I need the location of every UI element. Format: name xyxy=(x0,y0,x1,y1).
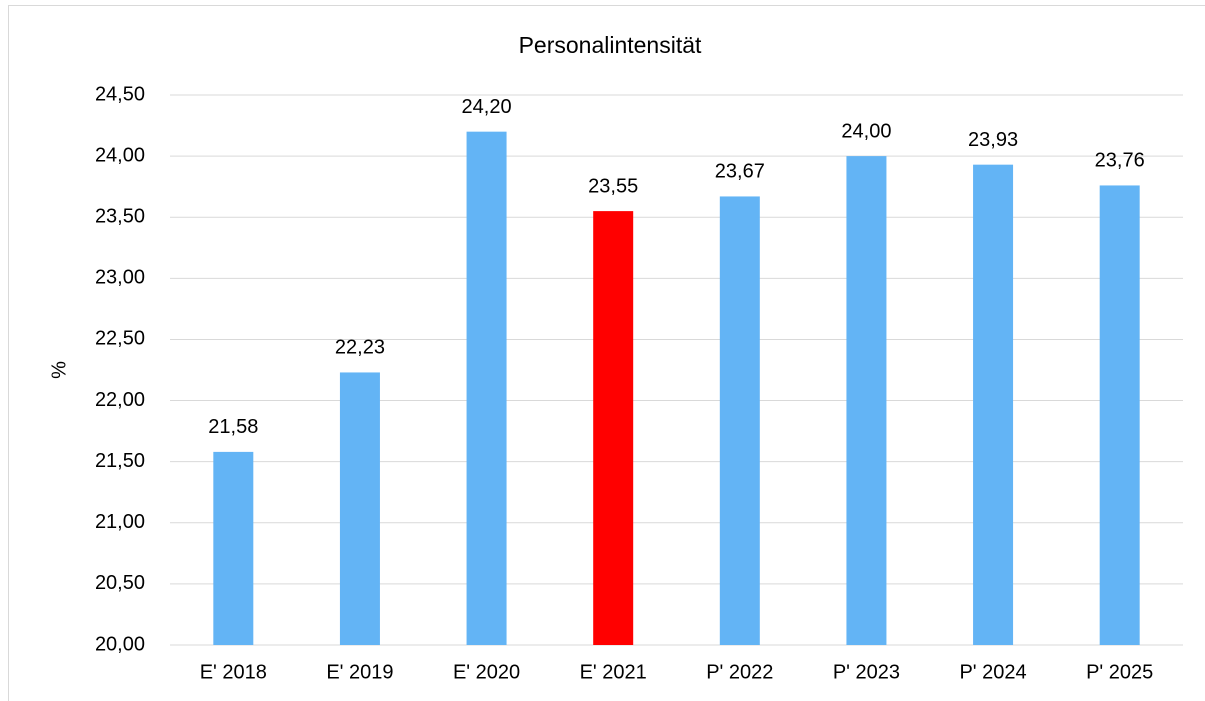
y-tick-label: 24,50 xyxy=(95,83,145,105)
bar xyxy=(719,196,760,645)
data-label: 24,00 xyxy=(841,120,891,142)
data-label: 23,67 xyxy=(715,161,765,183)
data-label: 23,55 xyxy=(588,175,638,197)
bar xyxy=(466,131,507,645)
y-tick-label: 21,50 xyxy=(95,450,145,472)
x-tick-label: P' 2023 xyxy=(833,661,900,683)
data-label: 22,23 xyxy=(335,337,385,359)
y-tick-label: 23,00 xyxy=(95,267,145,289)
y-tick-label: 23,50 xyxy=(95,206,145,228)
x-tick-label: E' 2018 xyxy=(200,661,267,683)
data-label: 23,93 xyxy=(968,129,1018,151)
data-label: 23,76 xyxy=(1095,150,1145,172)
bar xyxy=(1099,185,1140,645)
data-label: 21,58 xyxy=(208,416,258,438)
data-label: 24,20 xyxy=(462,96,512,118)
bar xyxy=(973,164,1014,645)
y-axis-label: % xyxy=(48,361,70,379)
bar xyxy=(213,451,254,645)
x-tick-label: E' 2021 xyxy=(580,661,647,683)
x-tick-label: P' 2025 xyxy=(1086,661,1153,683)
bar xyxy=(339,372,380,645)
x-tick-label: P' 2022 xyxy=(706,661,773,683)
x-tick-label: P' 2024 xyxy=(959,661,1026,683)
y-tick-label: 24,00 xyxy=(95,144,145,166)
bar xyxy=(593,211,634,645)
x-tick-label: E' 2020 xyxy=(453,661,520,683)
chart-frame xyxy=(8,5,1205,701)
x-tick-label: E' 2019 xyxy=(326,661,393,683)
y-tick-label: 21,00 xyxy=(95,511,145,533)
y-tick-label: 22,50 xyxy=(95,328,145,350)
chart-title: Personalintensität xyxy=(519,32,702,58)
y-tick-label: 20,50 xyxy=(95,572,145,594)
bar xyxy=(846,156,887,645)
y-tick-label: 20,00 xyxy=(95,633,145,655)
y-tick-label: 22,00 xyxy=(95,389,145,411)
